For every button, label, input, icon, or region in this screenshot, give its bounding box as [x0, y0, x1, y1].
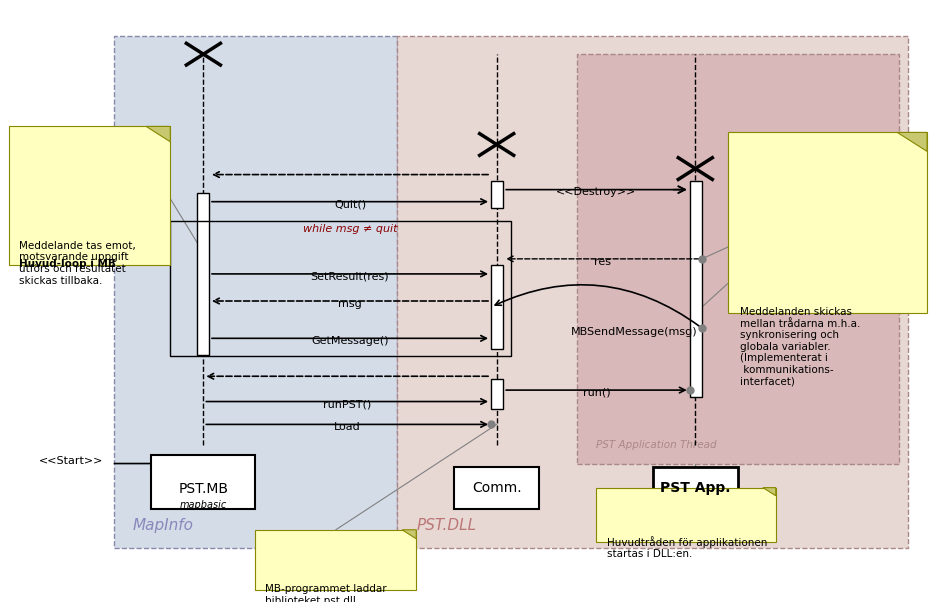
FancyBboxPatch shape: [454, 467, 539, 509]
Text: Meddelanden skickas
mellan trådarna m.h.a.
synkronisering och
globala variabler.: Meddelanden skickas mellan trådarna m.h.…: [741, 307, 861, 386]
Text: Huvud-loop i MB: Huvud-loop i MB: [19, 259, 116, 269]
Polygon shape: [402, 530, 416, 539]
FancyBboxPatch shape: [491, 265, 503, 349]
Text: MB-programmet laddar
biblioteket pst.dll.: MB-programmet laddar biblioteket pst.dll…: [265, 584, 387, 602]
Text: while msg ≠ quit: while msg ≠ quit: [303, 224, 397, 234]
FancyBboxPatch shape: [9, 126, 170, 265]
Text: Load: Load: [334, 422, 360, 432]
FancyBboxPatch shape: [491, 181, 503, 208]
Text: PST.MB: PST.MB: [179, 482, 228, 495]
FancyBboxPatch shape: [151, 455, 255, 509]
FancyBboxPatch shape: [491, 379, 503, 409]
Polygon shape: [763, 488, 776, 496]
Text: PST Application Thread: PST Application Thread: [596, 441, 717, 450]
FancyBboxPatch shape: [197, 193, 209, 355]
Text: PST App.: PST App.: [660, 480, 730, 495]
Text: MBSendMessage(msg): MBSendMessage(msg): [570, 327, 697, 337]
Text: GetMessage(): GetMessage(): [311, 336, 389, 346]
FancyBboxPatch shape: [255, 530, 416, 590]
FancyBboxPatch shape: [397, 36, 908, 548]
Text: <<Destroy>>: <<Destroy>>: [556, 187, 637, 197]
FancyBboxPatch shape: [114, 36, 397, 548]
FancyBboxPatch shape: [653, 467, 738, 509]
Text: mapbasic: mapbasic: [180, 500, 227, 510]
Polygon shape: [147, 126, 170, 141]
Text: run(): run(): [583, 388, 610, 398]
Text: PST.DLL: PST.DLL: [416, 518, 477, 533]
Text: Comm.: Comm.: [472, 480, 521, 495]
FancyBboxPatch shape: [728, 132, 927, 313]
Text: Meddelande tas emot,
motsvarande uppgift
utförs och resultatet
skickas tillbaka.: Meddelande tas emot, motsvarande uppgift…: [19, 241, 136, 285]
Text: res: res: [594, 256, 611, 267]
Text: Quit(): Quit(): [334, 199, 366, 209]
Text: SetResult(res): SetResult(res): [310, 272, 390, 282]
Text: msg: msg: [338, 299, 362, 309]
Text: <<Start>>: <<Start>>: [39, 456, 103, 465]
FancyBboxPatch shape: [690, 181, 702, 397]
Polygon shape: [897, 132, 927, 151]
Text: runPST(): runPST(): [323, 399, 372, 409]
Text: Huvudtråden för applikationen
startas i DLL:en.: Huvudtråden för applikationen startas i …: [606, 536, 767, 559]
FancyBboxPatch shape: [596, 488, 776, 542]
FancyBboxPatch shape: [577, 54, 899, 464]
Text: MapInfo: MapInfo: [132, 518, 193, 533]
